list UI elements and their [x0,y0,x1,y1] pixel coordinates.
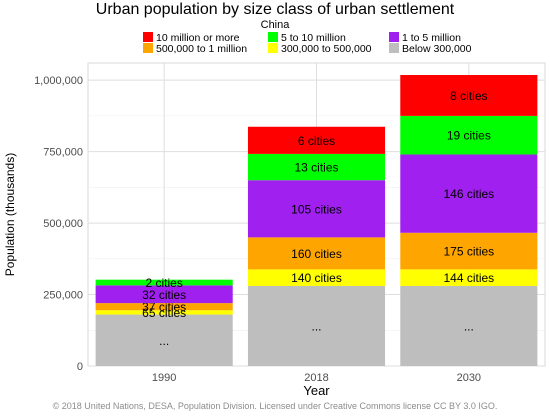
bar-segment [400,269,538,286]
data-label: 160 cities [291,247,342,261]
bar-segment [400,75,538,116]
data-label: 8 cities [450,89,487,103]
legend-swatch [268,43,278,53]
legend-item-300k-500k: 300,000 to 500,000 [268,43,372,55]
data-label: 65 cities [142,306,186,320]
legend-item-10m-plus: 10 million or more [143,32,239,44]
x-tick-label: 1990 [152,372,176,384]
data-label: 32 cities [142,288,186,302]
legend-label: 5 to 10 million [281,32,346,44]
legend-item-1-5m: 1 to 5 million [389,32,461,44]
data-label: 105 cities [291,202,342,216]
chart-subtitle: China [260,19,290,31]
legend-label: 500,000 to 1 million [156,43,248,55]
bar-segment [400,154,538,233]
bar-segment [247,285,386,366]
legend-label: 10 million or more [156,32,240,44]
legend-label: 300,000 to 500,000 [281,43,372,55]
legend-swatch [143,43,153,53]
bar-segment [400,115,538,155]
x-tick-label: 2018 [304,372,328,384]
legend-item-500k-1m: 500,000 to 1 million [143,43,247,55]
bar-segment [400,285,538,366]
x-axis-title: Year [303,383,330,398]
data-label: 144 cities [443,271,494,285]
y-tick-label: 250,000 [43,290,83,302]
data-label: ... [464,319,474,333]
legend-swatch [143,32,153,42]
bar-segment [95,310,233,315]
legend-item-5-10m: 5 to 10 million [268,32,346,44]
y-tick-label: 1,000,000 [34,75,83,87]
bar-segment [247,180,386,238]
bar-segment [95,314,233,366]
legend-swatch [389,32,399,42]
data-label: 2 cities [145,276,182,290]
legend-label: Below 300,000 [402,43,472,55]
data-label: 6 cities [298,134,335,148]
bar-segment [247,126,386,154]
y-tick-label: 750,000 [43,147,83,159]
y-axis-title: Population (thousands) [3,153,17,276]
legend-swatch [389,43,399,53]
y-tick-label: 500,000 [43,218,83,230]
data-label: ... [311,319,321,333]
bar-segment [247,237,386,270]
data-label: 13 cities [294,161,338,175]
y-tick-label: 0 [77,361,83,373]
bar-segment [247,269,386,286]
data-label: 146 cities [443,187,494,201]
bar-segment [95,303,233,311]
legend-label: 1 to 5 million [402,32,461,44]
bar-segment [95,285,233,304]
data-label: 175 cities [443,245,494,259]
data-label: 19 cities [447,129,491,143]
bar-segment [400,232,538,270]
x-tick-label: 2030 [457,372,481,384]
copyright-footer: © 2018 United Nations, DESA, Population … [52,401,498,411]
data-label: 140 cities [291,271,342,285]
bar-segment [247,153,386,181]
legend-swatch [268,32,278,42]
bar-segment [95,279,233,286]
data-label: ... [159,334,169,348]
data-label: 37 cities [142,300,186,314]
chart-title: Urban population by size class of urban … [95,1,455,18]
legend-item-below-300k: Below 300,000 [389,43,471,55]
